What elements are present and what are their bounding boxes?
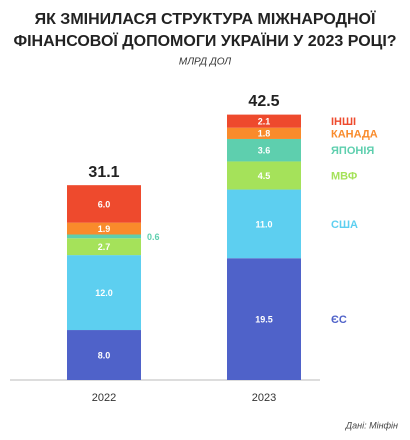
legend-label: ЄС xyxy=(331,314,347,326)
value-label: 0.6 xyxy=(147,232,160,242)
bar-segment xyxy=(67,238,141,256)
value-label: 1.9 xyxy=(98,224,111,234)
bar-segment xyxy=(67,185,141,223)
value-label: 2.7 xyxy=(98,242,111,252)
chart-title: ФІНАНСОВОЇ ДОПОМОГИ УКРАЇНИ У 2023 РОЦІ? xyxy=(13,32,396,50)
legend-label: США xyxy=(331,219,358,231)
bar-segment xyxy=(227,138,301,162)
total-label: 31.1 xyxy=(88,164,119,181)
legend-label: КАНАДА xyxy=(331,128,378,140)
bar-segment xyxy=(227,258,301,380)
value-label: 6.0 xyxy=(98,199,111,209)
legend-label: ІНШІ xyxy=(331,116,356,128)
bar-segment xyxy=(67,330,141,380)
chart-title: ЯК ЗМІНИЛАСЯ СТРУКТУРА МІЖНАРОДНОЇ xyxy=(35,10,376,28)
value-label: 12.0 xyxy=(95,288,113,298)
value-label: 19.5 xyxy=(255,314,273,324)
bar-segment xyxy=(67,234,141,239)
legend-label: ЯПОНІЯ xyxy=(331,145,374,157)
bar-segment xyxy=(67,255,141,331)
value-label: 4.5 xyxy=(258,171,271,181)
value-label: 1.8 xyxy=(258,129,271,139)
chart-subtitle: МЛРД ДОЛ xyxy=(179,57,231,68)
value-label: 2.1 xyxy=(258,117,271,127)
bar-segment xyxy=(227,189,301,259)
value-label: 3.6 xyxy=(258,146,271,156)
bar-segment xyxy=(227,161,301,190)
source: Дані: Мінфін xyxy=(345,420,398,430)
x-tick-label: 2022 xyxy=(92,392,116,404)
value-label: 11.0 xyxy=(255,219,272,229)
total-label: 42.5 xyxy=(248,93,279,110)
bar-segment xyxy=(67,222,141,235)
legend-label: МВФ xyxy=(331,170,357,182)
x-tick-label: 2023 xyxy=(252,392,276,404)
bar-segment xyxy=(227,114,301,128)
value-label: 8.0 xyxy=(98,350,111,360)
bar-segment xyxy=(227,127,301,139)
